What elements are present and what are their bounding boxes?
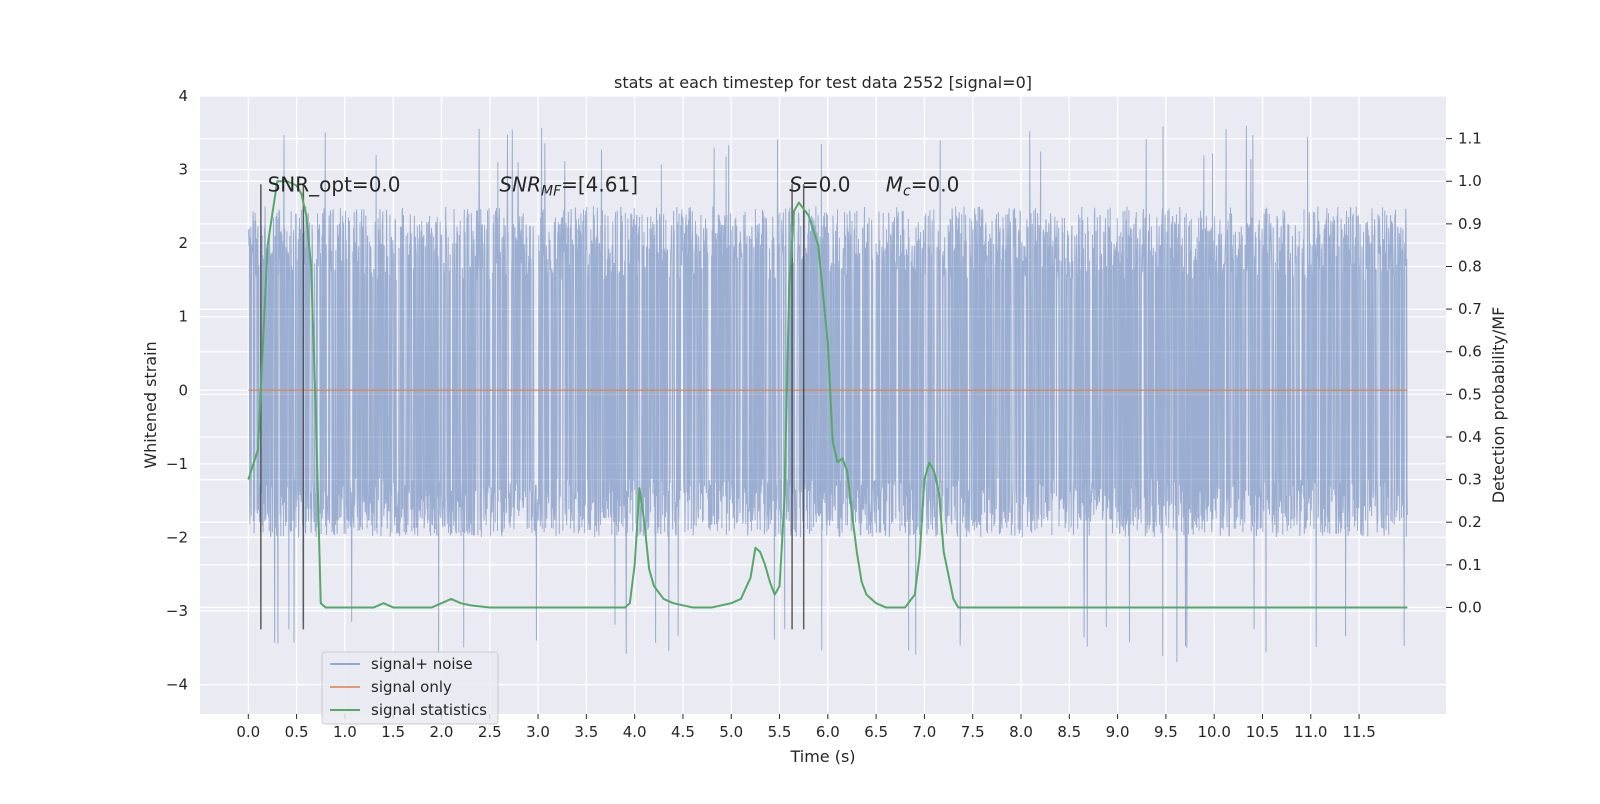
x-tick-label-20: 10.0 — [1197, 723, 1230, 741]
y-axis-label: Whitened strain — [141, 341, 160, 468]
y-tick-label-4: 0 — [178, 381, 188, 399]
annotation-3: Mc=0.0 — [886, 173, 960, 200]
x-tick-label-9: 4.5 — [671, 723, 695, 741]
y2-tick-label-0: 0.0 — [1458, 598, 1482, 616]
y-axis-ticks: −4 −3 −2 −1 0 1 2 3 4 — [166, 87, 188, 694]
x-tick-label-23: 11.5 — [1342, 723, 1375, 741]
legend: signal+ noise signal only signal statist… — [321, 651, 499, 725]
x-tick-label-7: 3.5 — [574, 723, 598, 741]
annotation-1: SNRMF=[4.61] — [499, 173, 638, 200]
x-tick-label-2: 1.0 — [333, 723, 357, 741]
x-tick-label-21: 10.5 — [1246, 723, 1279, 741]
y2-tick-label-7: 0.7 — [1458, 300, 1482, 318]
x-tick-label-16: 8.0 — [1009, 723, 1033, 741]
annotation-2: S=0.0 — [789, 173, 850, 197]
y-tick-label-6: 2 — [178, 234, 188, 252]
y2-tick-label-3: 0.3 — [1458, 471, 1482, 489]
x-axis-ticks: 0.0 0.5 1.0 1.5 2.0 2.5 3.0 3.5 4.0 4.5 5.0 5.5 6.0 6… — [236, 714, 1376, 741]
y2-tick-label-1: 0.1 — [1458, 556, 1482, 574]
y-tick-label-5: 1 — [178, 308, 188, 326]
x-tick-label-8: 4.0 — [623, 723, 647, 741]
y-tick-label-1: −3 — [166, 602, 188, 620]
x-tick-label-1: 0.5 — [285, 723, 309, 741]
legend-box — [321, 651, 499, 725]
y-tick-label-0: −4 — [166, 676, 188, 694]
y2-axis-label: Detection probability/MF — [1489, 307, 1508, 504]
y2-tick-label-11: 1.1 — [1458, 130, 1482, 148]
y2-tick-label-6: 0.6 — [1458, 343, 1482, 361]
x-tick-label-4: 2.0 — [430, 723, 454, 741]
x-tick-label-0: 0.0 — [236, 723, 260, 741]
x-tick-label-11: 5.5 — [768, 723, 792, 741]
legend-label-signal-only: signal only — [371, 678, 452, 696]
y2-tick-label-8: 0.8 — [1458, 257, 1482, 275]
x-tick-label-22: 11.0 — [1294, 723, 1327, 741]
x-tick-label-19: 9.5 — [1154, 723, 1178, 741]
y-tick-label-8: 4 — [178, 87, 188, 105]
x-tick-label-10: 5.0 — [719, 723, 743, 741]
x-tick-label-5: 2.5 — [478, 723, 502, 741]
x-tick-label-14: 7.0 — [912, 723, 936, 741]
signal-statistics-line — [247, 180, 1408, 609]
noise-trace — [247, 125, 1408, 662]
y-tick-label-3: −1 — [166, 455, 188, 473]
x-tick-label-17: 8.5 — [1057, 723, 1081, 741]
y2-tick-label-5: 0.5 — [1458, 385, 1482, 403]
y-tick-label-7: 3 — [178, 161, 188, 179]
legend-label-signal-plus-noise: signal+ noise — [371, 655, 473, 673]
y2-tick-label-9: 0.9 — [1458, 215, 1482, 233]
series-signal-statistics — [247, 180, 1408, 609]
y2-tick-label-4: 0.4 — [1458, 428, 1482, 446]
x-tick-label-13: 6.5 — [864, 723, 888, 741]
x-tick-label-12: 6.0 — [816, 723, 840, 741]
x-tick-label-15: 7.5 — [961, 723, 985, 741]
chart-title: stats at each timestep for test data 255… — [614, 73, 1032, 92]
x-axis-label: Time (s) — [789, 747, 855, 766]
x-tick-label-18: 9.0 — [1106, 723, 1130, 741]
annotations: SNR_opt=0.0 SNRMF=[4.61] S=0.0 Mc=0.0 — [268, 173, 960, 200]
x-tick-label-6: 3.0 — [526, 723, 550, 741]
y-tick-label-2: −2 — [166, 528, 188, 546]
annotation-0: SNR_opt=0.0 — [268, 173, 401, 197]
y2-tick-label-2: 0.2 — [1458, 513, 1482, 531]
y2-axis-ticks: 0.0 0.1 0.2 0.3 0.4 0.5 0.6 0.7 0.8 0.9 1.0 1.1 — [1446, 130, 1482, 616]
x-tick-label-3: 1.5 — [381, 723, 405, 741]
series-signal-plus-noise — [247, 125, 1408, 662]
legend-label-signal-statistics: signal statistics — [371, 701, 487, 719]
y2-tick-label-10: 1.0 — [1458, 172, 1482, 190]
